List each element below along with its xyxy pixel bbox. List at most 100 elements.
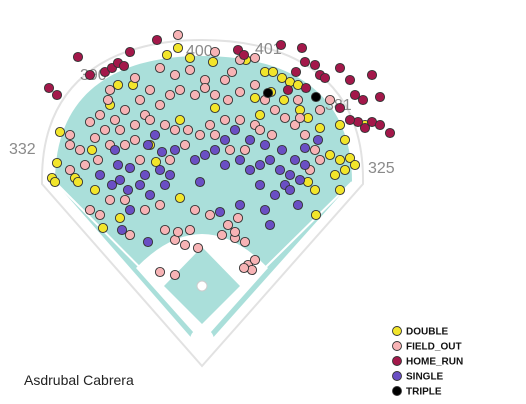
hit-point <box>284 169 296 181</box>
hit-point <box>54 126 66 138</box>
distance-label: 332 <box>9 141 36 158</box>
hit-point <box>344 114 356 126</box>
hit-point <box>102 94 114 106</box>
hit-point <box>374 119 386 131</box>
hit-point <box>222 219 234 231</box>
hit-point <box>192 242 204 254</box>
hit-point <box>282 84 294 96</box>
hit-point <box>49 176 61 188</box>
hit-point <box>169 69 181 81</box>
hit-point <box>359 122 371 134</box>
legend-marker <box>392 341 402 351</box>
hit-point <box>129 119 141 131</box>
hit-point <box>89 132 101 144</box>
hit-point <box>64 139 76 151</box>
legend-label: DOUBLE <box>406 327 449 338</box>
hit-point <box>154 99 166 111</box>
hit-point <box>86 144 98 156</box>
hit-point <box>119 104 131 116</box>
hit-point <box>207 56 219 68</box>
hit-point <box>189 154 201 166</box>
hit-point <box>114 174 126 186</box>
hit-point <box>169 124 181 136</box>
hit-point <box>179 139 191 151</box>
legend-marker <box>392 356 402 366</box>
hit-point <box>339 164 351 176</box>
hit-point <box>219 134 231 146</box>
hit-point <box>129 72 141 84</box>
hit-point <box>114 212 126 224</box>
hit-point <box>269 104 281 116</box>
hit-point <box>249 254 261 266</box>
hit-point <box>310 209 322 221</box>
hit-point <box>234 86 246 98</box>
hit-point <box>309 59 321 71</box>
legend-label: HOME_RUN <box>406 357 463 368</box>
hit-point <box>142 236 154 248</box>
hit-point <box>189 89 201 101</box>
legend-label: TRIPLE <box>406 387 442 398</box>
hit-point <box>189 204 201 216</box>
hit-point <box>164 169 176 181</box>
hit-point <box>334 184 346 196</box>
hit-point <box>106 179 118 191</box>
hit-point <box>179 239 191 251</box>
hit-point <box>249 92 261 104</box>
hit-point <box>164 89 176 101</box>
hit-point <box>254 159 266 171</box>
hit-point <box>134 154 146 166</box>
hit-point <box>150 156 162 168</box>
hit-point <box>374 91 386 103</box>
hit-point <box>204 209 216 221</box>
hit-point <box>284 184 296 196</box>
legend-marker <box>392 326 402 336</box>
hit-point <box>92 154 104 166</box>
legend-label: FIELD_OUT <box>406 342 462 353</box>
foul-line <box>201 181 353 331</box>
hit-point <box>124 229 136 241</box>
hit-point <box>154 199 166 211</box>
hit-point <box>134 94 146 106</box>
hit-point <box>118 60 130 72</box>
hit-point <box>299 129 311 141</box>
hit-point <box>129 134 141 146</box>
hit-point <box>184 52 196 64</box>
hit-point <box>259 204 271 216</box>
hit-point <box>264 219 276 231</box>
hit-point <box>384 127 396 139</box>
hit-point <box>344 74 356 86</box>
legend-marker <box>392 371 402 381</box>
distance-label: 401 <box>255 41 282 58</box>
hit-point <box>214 206 226 218</box>
hit-point <box>89 184 101 196</box>
hit-point <box>319 72 331 84</box>
hit-point <box>72 51 84 63</box>
hit-point <box>159 224 171 236</box>
hit-point <box>94 169 106 181</box>
hit-point <box>194 176 206 188</box>
hit-point <box>161 49 173 61</box>
hit-point <box>234 199 246 211</box>
hit-point <box>169 144 181 156</box>
hit-point <box>224 144 236 156</box>
hit-point <box>164 154 176 166</box>
hit-point <box>209 129 221 141</box>
hit-point <box>156 146 168 158</box>
hit-point <box>366 69 378 81</box>
hit-point <box>309 184 321 196</box>
hit-point <box>139 204 151 216</box>
hit-point <box>204 119 216 131</box>
hit-point <box>238 262 250 274</box>
hit-point <box>84 69 96 81</box>
hit-point <box>254 109 266 121</box>
hit-point <box>274 164 286 176</box>
hit-point <box>139 169 151 181</box>
hit-point <box>116 224 128 236</box>
home-circle <box>190 328 214 352</box>
hit-point <box>199 149 211 161</box>
hit-point <box>64 129 76 141</box>
hit-point <box>184 224 196 236</box>
hit-point <box>275 39 287 51</box>
hit-point <box>216 229 228 241</box>
